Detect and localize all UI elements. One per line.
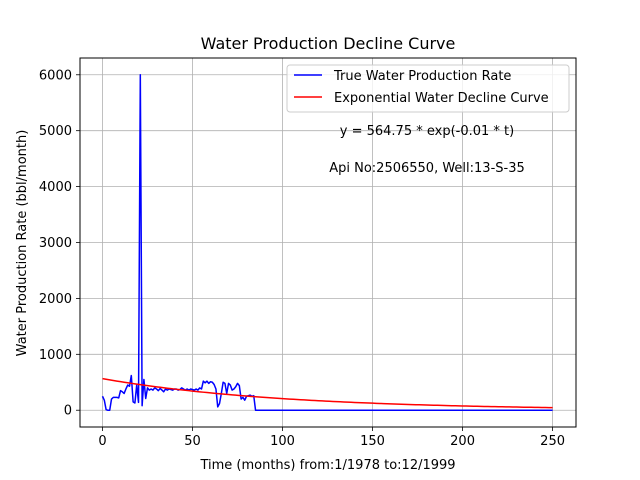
legend-label-true-rate: True Water Production Rate	[333, 69, 511, 84]
x-tick-label: 250	[540, 434, 565, 449]
x-tick-label: 200	[450, 434, 475, 449]
series-line-exponential-decline	[102, 377, 553, 409]
x-tick-label: 0	[98, 434, 106, 449]
x-tick-label: 150	[360, 434, 385, 449]
y-tick-label: 5000	[39, 124, 72, 139]
well-id-annotation: Api No:2506550, Well:13-S-35	[329, 161, 525, 176]
y-tick-label: 6000	[39, 68, 72, 83]
x-tick-label: 100	[270, 434, 295, 449]
x-tick-label: 50	[184, 434, 201, 449]
grid-lines	[80, 58, 576, 427]
legend: True Water Production Rate Exponential W…	[286, 64, 570, 113]
legend-box	[286, 64, 570, 113]
y-tick-label: 1000	[39, 348, 72, 363]
y-tick-label: 4000	[39, 180, 72, 195]
axis-ticks: 0 50 100 150 200 250 0 1000 2000 3000 4000 5000 6000	[39, 68, 565, 449]
x-axis-label: Time (months) from:1/1978 to:12/1999	[199, 458, 455, 473]
y-axis-label: Water Production Rate (bbl/month)	[15, 130, 30, 357]
chart-title: Water Production Decline Curve	[201, 34, 456, 53]
fit-equation-annotation: y = 564.75 * exp(-0.01 * t)	[340, 124, 514, 139]
y-tick-label: 2000	[39, 292, 72, 307]
plot-area	[101, 74, 553, 411]
y-tick-label: 0	[64, 404, 72, 419]
y-tick-label: 3000	[39, 236, 72, 251]
series-line-true-water-rate	[101, 74, 553, 411]
legend-label-exp-curve: Exponential Water Decline Curve	[334, 91, 549, 106]
